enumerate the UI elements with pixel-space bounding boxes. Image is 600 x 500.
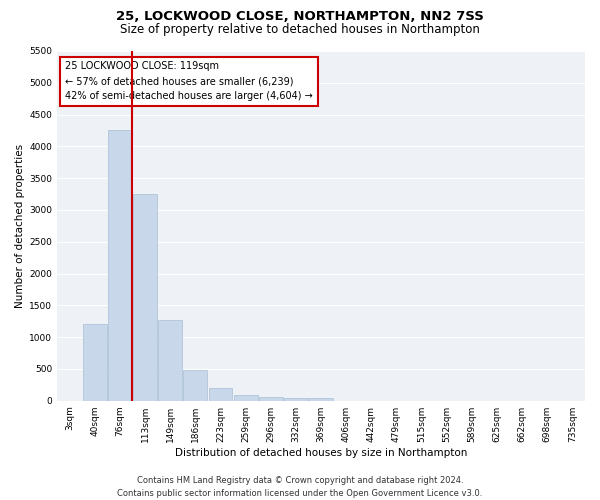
X-axis label: Distribution of detached houses by size in Northampton: Distribution of detached houses by size … <box>175 448 467 458</box>
Bar <box>233 394 257 400</box>
Bar <box>83 324 107 400</box>
Text: 25, LOCKWOOD CLOSE, NORTHAMPTON, NN2 7SS: 25, LOCKWOOD CLOSE, NORTHAMPTON, NN2 7SS <box>116 10 484 23</box>
Bar <box>209 388 232 400</box>
Bar <box>309 398 333 400</box>
Text: Size of property relative to detached houses in Northampton: Size of property relative to detached ho… <box>120 22 480 36</box>
Text: 25 LOCKWOOD CLOSE: 119sqm
← 57% of detached houses are smaller (6,239)
42% of se: 25 LOCKWOOD CLOSE: 119sqm ← 57% of detac… <box>65 62 313 101</box>
Bar <box>133 194 157 400</box>
Bar <box>284 398 308 400</box>
Bar <box>184 370 207 400</box>
Bar <box>158 320 182 400</box>
Bar <box>108 130 132 400</box>
Text: Contains HM Land Registry data © Crown copyright and database right 2024.
Contai: Contains HM Land Registry data © Crown c… <box>118 476 482 498</box>
Y-axis label: Number of detached properties: Number of detached properties <box>15 144 25 308</box>
Bar <box>259 396 283 400</box>
